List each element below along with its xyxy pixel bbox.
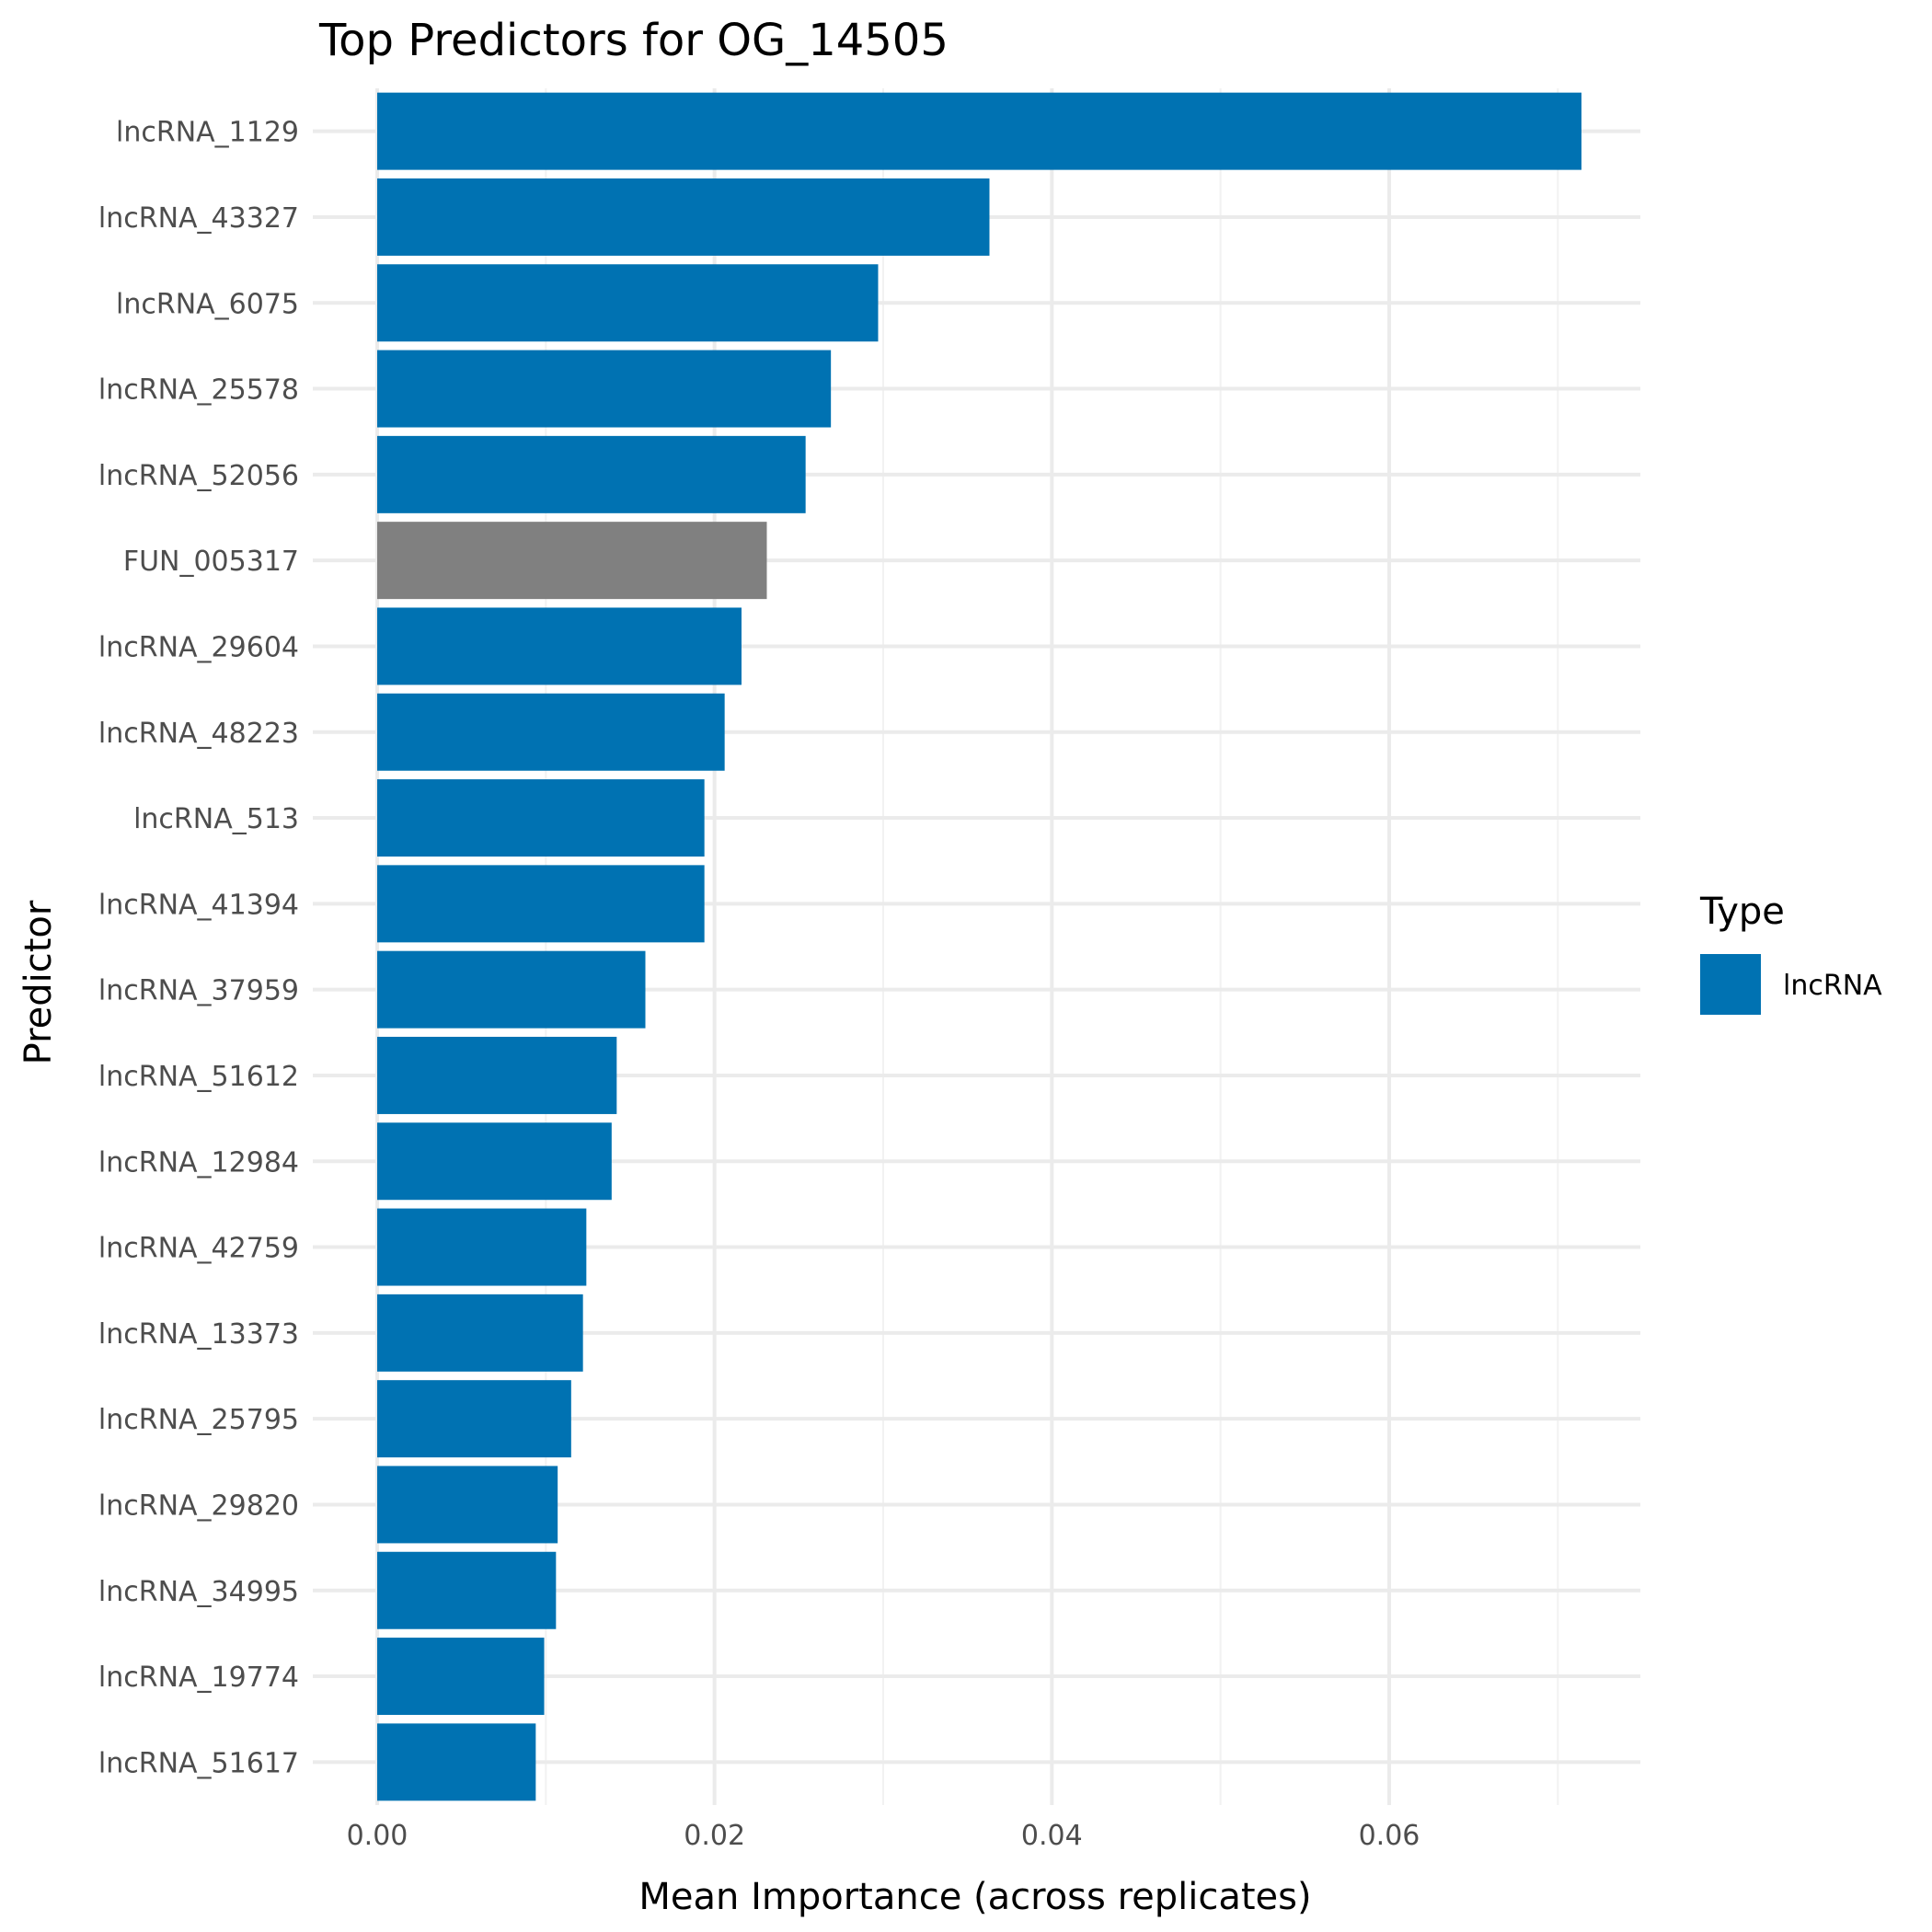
legend-title: Type (1699, 891, 1785, 933)
chart-title: Top Predictors for OG_14505 (318, 15, 949, 66)
bar-lncrna-42759 (377, 1208, 587, 1286)
bar-lncrna-19774 (377, 1638, 545, 1716)
bar-lncrna-41394 (377, 865, 705, 943)
y-tick-label: lncRNA_25578 (98, 374, 299, 407)
bar-lncrna-25578 (377, 350, 832, 428)
y-tick-label: lncRNA_48223 (98, 718, 299, 750)
bar-lncrna-6075 (377, 264, 879, 342)
y-tick-label: lncRNA_12984 (98, 1146, 299, 1179)
legend-label-lncrna: lncRNA (1783, 970, 1882, 1002)
y-tick-label: lncRNA_6075 (116, 288, 299, 320)
bar-lncrna-51617 (377, 1723, 536, 1801)
y-tick-label: lncRNA_29820 (98, 1489, 299, 1522)
y-tick-label: lncRNA_37959 (98, 975, 299, 1007)
y-axis-title: Predictor (17, 900, 60, 1064)
bar-lncrna-513 (377, 779, 705, 857)
x-tick-label: 0.04 (1021, 1820, 1083, 1852)
x-tick-label: 0.00 (347, 1820, 408, 1852)
bar-fun-005317 (377, 522, 767, 600)
y-tick-label: lncRNA_29604 (98, 631, 299, 663)
major-gridlines (313, 88, 1640, 1805)
y-tick-label: lncRNA_52056 (98, 460, 299, 492)
bar-lncrna-43327 (377, 178, 990, 256)
y-tick-label: lncRNA_19774 (98, 1662, 299, 1694)
bar-lncrna-37959 (377, 950, 646, 1029)
bar-lncrna-12984 (377, 1122, 612, 1201)
y-tick-label: lncRNA_513 (133, 803, 299, 835)
bar-lncrna-51612 (377, 1036, 617, 1114)
bar-lncrna-52056 (377, 435, 806, 513)
y-tick-label: FUN_005317 (123, 546, 299, 578)
y-tick-label: lncRNA_25795 (98, 1404, 299, 1436)
bar-lncrna-48223 (377, 693, 725, 771)
x-axis-title: Mean Importance (across replicates) (638, 1876, 1311, 1918)
x-tick-label: 0.02 (684, 1820, 745, 1852)
bar-lncrna-1129 (377, 92, 1581, 170)
y-tick-label: lncRNA_42759 (98, 1233, 299, 1265)
y-tick-label: lncRNA_13373 (98, 1318, 299, 1351)
y-tick-label: lncRNA_51612 (98, 1061, 299, 1093)
bar-lncrna-25795 (377, 1380, 571, 1458)
y-tick-label: lncRNA_1129 (116, 117, 299, 149)
bars (377, 92, 1581, 1801)
y-tick-label: lncRNA_43327 (98, 202, 299, 235)
legend: Type lncRNA (1699, 891, 1882, 1015)
y-tick-label: lncRNA_51617 (98, 1747, 299, 1779)
x-tick-label: 0.06 (1359, 1820, 1420, 1852)
y-tick-label: lncRNA_41394 (98, 889, 299, 921)
legend-key-lncrna (1700, 954, 1761, 1015)
x-axis-tick-labels: 0.00 0.02 0.04 0.06 (347, 1820, 1420, 1852)
y-axis-tick-labels: lncRNA_1129 lncRNA_43327 lncRNA_6075 lncRNA… (98, 117, 299, 1780)
bar-lncrna-34995 (377, 1551, 557, 1629)
bar-lncrna-13373 (377, 1294, 583, 1372)
bar-lncrna-29820 (377, 1466, 558, 1544)
y-tick-label: lncRNA_34995 (98, 1576, 299, 1608)
bar-lncrna-29604 (377, 607, 742, 685)
